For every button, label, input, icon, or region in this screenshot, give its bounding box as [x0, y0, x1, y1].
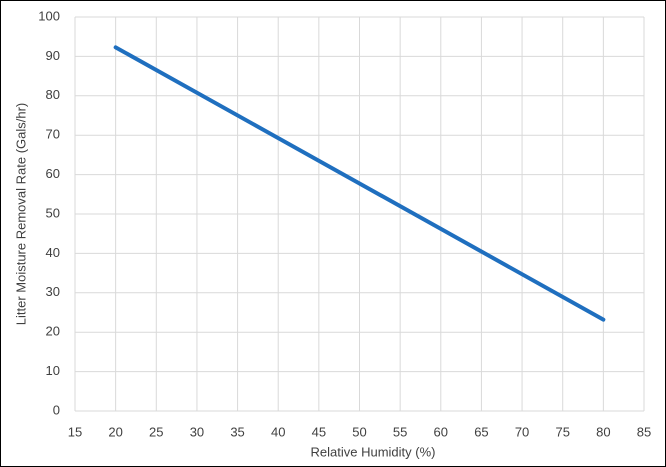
y-axis-title: Litter Moisture Removal Rate (Gals/hr): [13, 103, 28, 326]
x-tick-label: 20: [108, 424, 122, 439]
x-tick-label: 30: [190, 424, 204, 439]
x-tick-label: 15: [68, 424, 82, 439]
y-tick-label: 80: [46, 87, 60, 102]
x-tick-label: 65: [474, 424, 488, 439]
y-tick-label: 30: [46, 284, 60, 299]
x-tick-label: 35: [230, 424, 244, 439]
y-tick-label: 70: [46, 127, 60, 142]
line-series: [113, 45, 606, 322]
x-tick-label: 75: [555, 424, 569, 439]
x-axis-title: Relative Humidity (%): [311, 444, 436, 459]
y-tick-label: 10: [46, 363, 60, 378]
x-tick-label: 85: [637, 424, 651, 439]
x-tick-label: 50: [352, 424, 366, 439]
x-tick-label: 60: [434, 424, 448, 439]
x-tick-label: 70: [515, 424, 529, 439]
y-tick-label: 0: [53, 402, 60, 417]
y-tick-label: 60: [46, 166, 60, 181]
y-tick-label: 100: [38, 8, 60, 23]
y-tick-label: 40: [46, 245, 60, 260]
x-tick-label: 40: [271, 424, 285, 439]
y-tick-label: 20: [46, 324, 60, 339]
x-tick-label: 80: [596, 424, 610, 439]
y-tick-label: 90: [46, 48, 60, 63]
x-tick-label: 25: [149, 424, 163, 439]
x-tick-label: 45: [312, 424, 326, 439]
x-tick-label: 55: [393, 424, 407, 439]
y-tick-label: 50: [46, 205, 60, 220]
